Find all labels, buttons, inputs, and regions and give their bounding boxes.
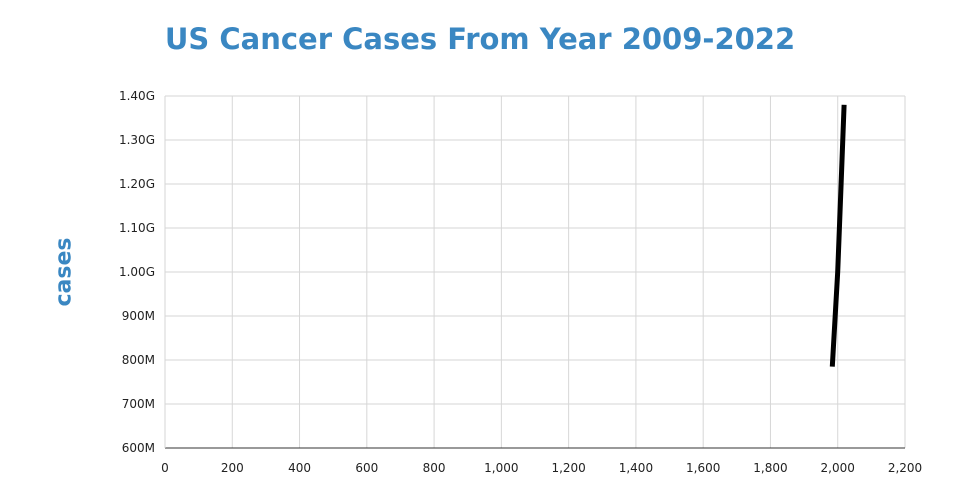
x-tick-label: 1,400	[619, 461, 653, 475]
tick-labels: 0 200 400 600 800 1,000 1,200 1,400 1,600 1,800 2,…	[119, 89, 922, 475]
y-tick-label: 1.10G	[119, 221, 155, 235]
x-tick-label: 2,000	[821, 461, 855, 475]
y-tick-label: 700M	[122, 397, 155, 411]
x-tick-label: 0	[161, 461, 169, 475]
x-tick-label: 600	[355, 461, 378, 475]
series-line	[829, 104, 847, 367]
x-tick-label: 1,800	[753, 461, 787, 475]
x-tick-label: 200	[221, 461, 244, 475]
series-layer	[829, 104, 847, 367]
y-tick-label: 1.00G	[119, 265, 155, 279]
axes	[164, 96, 905, 449]
x-tick-label: 1,200	[551, 461, 585, 475]
grid	[165, 95, 906, 448]
chart-title: US Cancer Cases From Year 2009-2022	[164, 22, 796, 56]
x-tick-label: 1,000	[484, 461, 518, 475]
y-tick-label: 1.30G	[119, 133, 155, 147]
y-tick-label: 1.20G	[119, 177, 155, 191]
y-tick-label: 900M	[122, 309, 155, 323]
x-tick-label: 800	[423, 461, 446, 475]
x-tick-label: 1,600	[686, 461, 720, 475]
x-tick-label: 2,200	[888, 461, 922, 475]
y-tick-label: 800M	[122, 353, 155, 367]
y-tick-label: 600M	[122, 441, 155, 455]
y-tick-label: 1.40G	[119, 89, 155, 103]
x-tick-label: 400	[288, 461, 311, 475]
